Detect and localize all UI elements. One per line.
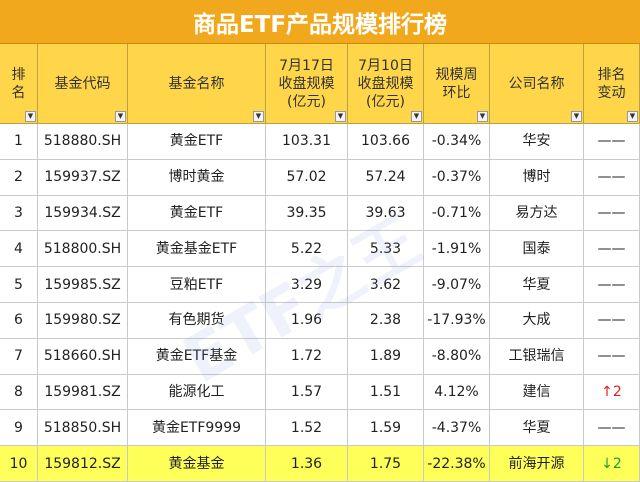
table-cell: 易方达 <box>490 195 584 232</box>
table-cell: -22.38% <box>424 446 490 482</box>
table-cell: —— <box>584 159 640 196</box>
table-cell: 4 <box>0 231 38 268</box>
table-cell: 1.57 <box>266 374 348 411</box>
table-cell: 华安 <box>490 124 584 160</box>
table-cell: -0.37% <box>424 159 490 196</box>
table-cell: 1.36 <box>266 446 348 482</box>
table-cell: —— <box>584 338 640 375</box>
table-cell: 6 <box>0 303 38 339</box>
filter-button[interactable]: ▼ <box>253 111 264 122</box>
table-cell: —— <box>584 195 640 232</box>
table-cell: 华夏 <box>490 410 584 447</box>
table-cell: 518660.SH <box>38 338 128 375</box>
column-header: 排名 变动 ▼ <box>584 44 640 124</box>
table-cell: 黄金基金ETF <box>128 231 266 268</box>
table-cell: 159981.SZ <box>38 374 128 411</box>
table-cell: ↑2 <box>584 374 640 411</box>
column-header: 7月10日 收盘规模 (亿元) ▼ <box>348 44 424 124</box>
table-cell: ↓2 <box>584 446 640 482</box>
table-cell: 黄金ETF <box>128 124 266 160</box>
table-cell: 1.51 <box>348 374 424 411</box>
table-cell: —— <box>584 231 640 268</box>
table-cell: 8 <box>0 374 38 411</box>
table-cell: 1.52 <box>266 410 348 447</box>
table-cell: -0.34% <box>424 124 490 160</box>
table-cell: 博时 <box>490 159 584 196</box>
column-header: 基金代码 ▼ <box>38 44 128 124</box>
table-cell: 1.72 <box>266 338 348 375</box>
table-cell: 5.22 <box>266 231 348 268</box>
table-cell: -17.93% <box>424 303 490 339</box>
filter-button[interactable]: ▼ <box>627 111 638 122</box>
table-cell: 57.24 <box>348 159 424 196</box>
table-cell: 博时黄金 <box>128 159 266 196</box>
table-cell: 黄金ETF基金 <box>128 338 266 375</box>
table-cell: 39.35 <box>266 195 348 232</box>
column-header: 公司名称 ▼ <box>490 44 584 124</box>
table-cell: -0.71% <box>424 195 490 232</box>
table-cell: 前海开源 <box>490 446 584 482</box>
table-cell: 159985.SZ <box>38 267 128 303</box>
table-cell: 黄金基金 <box>128 446 266 482</box>
column-header: 排 名 ▼ <box>0 44 38 124</box>
filter-button[interactable]: ▼ <box>477 111 488 122</box>
table-cell: —— <box>584 303 640 339</box>
table-cell: 7 <box>0 338 38 375</box>
table-cell: 黄金ETF9999 <box>128 410 266 447</box>
table-cell: 华夏 <box>490 267 584 303</box>
table-cell: 黄金ETF <box>128 195 266 232</box>
table-cell: 39.63 <box>348 195 424 232</box>
column-header: 规模周 环比 ▼ <box>424 44 490 124</box>
filter-button[interactable]: ▼ <box>115 111 126 122</box>
filter-button[interactable]: ▼ <box>571 111 582 122</box>
table-cell: —— <box>584 124 640 160</box>
filter-button[interactable]: ▼ <box>411 111 422 122</box>
table-cell: 3.62 <box>348 267 424 303</box>
table-cell: -1.91% <box>424 231 490 268</box>
table-cell: 159934.SZ <box>38 195 128 232</box>
table-cell: 57.02 <box>266 159 348 196</box>
table-cell: 518800.SH <box>38 231 128 268</box>
table-cell: -8.80% <box>424 338 490 375</box>
table-cell: 159980.SZ <box>38 303 128 339</box>
table-cell: 518850.SH <box>38 410 128 447</box>
table-cell: 5.33 <box>348 231 424 268</box>
filter-button[interactable]: ▼ <box>25 111 36 122</box>
table-cell: 3 <box>0 195 38 232</box>
table-cell: 518880.SH <box>38 124 128 160</box>
filter-button[interactable]: ▼ <box>335 111 346 122</box>
column-header: 基金名称 ▼ <box>128 44 266 124</box>
table-cell: 1.59 <box>348 410 424 447</box>
table-cell: 103.31 <box>266 124 348 160</box>
table-cell: 4.12% <box>424 374 490 411</box>
table-cell: 159937.SZ <box>38 159 128 196</box>
table-cell: —— <box>584 267 640 303</box>
table-cell: 1.96 <box>266 303 348 339</box>
table-cell: 有色期货 <box>128 303 266 339</box>
table-cell: 大成 <box>490 303 584 339</box>
table-cell: 豆粕ETF <box>128 267 266 303</box>
table-cell: 103.66 <box>348 124 424 160</box>
table-cell: 能源化工 <box>128 374 266 411</box>
table-cell: 国泰 <box>490 231 584 268</box>
table-cell: 2.38 <box>348 303 424 339</box>
table-cell: 159812.SZ <box>38 446 128 482</box>
table-cell: -9.07% <box>424 267 490 303</box>
table-cell: 3.29 <box>266 267 348 303</box>
column-header: 7月17日 收盘规模 (亿元) ▼ <box>266 44 348 124</box>
table-cell: 工银瑞信 <box>490 338 584 375</box>
table-cell: 10 <box>0 446 38 482</box>
table-cell: 1 <box>0 124 38 160</box>
table-cell: —— <box>584 410 640 447</box>
table-cell: 9 <box>0 410 38 447</box>
table-cell: 建信 <box>490 374 584 411</box>
table-cell: 1.89 <box>348 338 424 375</box>
table-cell: 2 <box>0 159 38 196</box>
table-cell: 1.75 <box>348 446 424 482</box>
title: 商品ETF产品规模排行榜 <box>0 0 640 44</box>
table-cell: 5 <box>0 267 38 303</box>
table-cell: -4.37% <box>424 410 490 447</box>
